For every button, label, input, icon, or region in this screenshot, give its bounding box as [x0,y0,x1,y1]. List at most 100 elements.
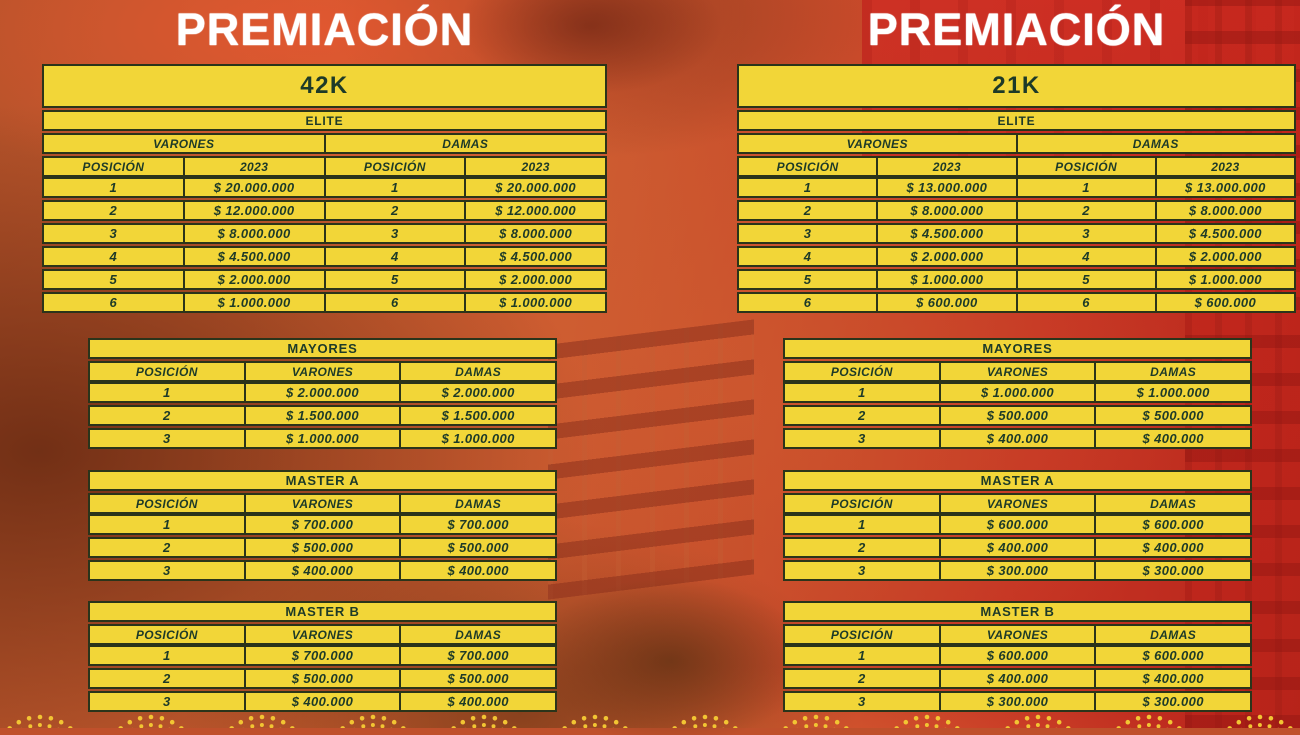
table-cell: $ 500.000 [939,407,1095,424]
table-cell: 3 [785,693,939,710]
column-header-posicion: POSICIÓN [90,495,244,512]
column-header-varones: VARONES [739,135,1016,152]
table-cell: 2 [324,202,465,219]
table-row: 3$ 400.000$ 400.000 [88,560,557,581]
table-cell: 5 [324,271,465,288]
table-cell: $ 300.000 [939,693,1095,710]
dot-fan-decoration [780,713,852,728]
table-cell: $ 400.000 [939,670,1095,687]
table-cell: $ 8.000.000 [876,202,1015,219]
table-cell: $ 400.000 [399,562,555,579]
dot-fan-decoration [1113,713,1185,728]
table-cell: $ 4.500.000 [876,225,1015,242]
table-row: VARONES DAMAS [737,133,1296,154]
table-cell: $ 500.000 [244,539,400,556]
table-cell: 3 [90,562,244,579]
table-row: 2$ 500.000$ 500.000 [88,668,557,689]
table-row: 1$ 2.000.000$ 2.000.000 [88,382,557,403]
table-cell: 6 [739,294,876,311]
table-row: POSICIÓN VARONES DAMAS [88,624,557,645]
table-cell: 3 [44,225,183,242]
table-row: 3$ 1.000.000$ 1.000.000 [88,428,557,449]
table-cell: $ 1.000.000 [1155,271,1294,288]
table-cell: $ 12.000.000 [464,202,605,219]
table-row: 42K [42,64,607,108]
table-row: ELITE [737,110,1296,131]
table-cell: 5 [1016,271,1155,288]
table-row: POSICIÓN VARONES DAMAS [88,493,557,514]
table-cell: $ 400.000 [399,693,555,710]
dot-fan-decoration [448,713,520,728]
table-cell: $ 8.000.000 [183,225,324,242]
table-42k-master-a: MASTER A POSICIÓN VARONES DAMAS 1$ 700.0… [88,470,557,581]
column-header-posicion: POSICIÓN [90,363,244,380]
category-title: MASTER A [90,472,555,489]
table-42k-master-b: MASTER B POSICIÓN VARONES DAMAS 1$ 700.0… [88,601,557,712]
column-header-damas: DAMAS [1016,135,1295,152]
table-cell: $ 1.000.000 [183,294,324,311]
table-cell: 4 [1016,248,1155,265]
table-cell: $ 400.000 [1094,539,1250,556]
table-cell: $ 13.000.000 [876,179,1015,196]
table-cell: 6 [44,294,183,311]
elite-label: ELITE [739,112,1294,129]
dot-fan-decoration [891,713,963,728]
table-row: ELITE [42,110,607,131]
table-cell: $ 1.000.000 [876,271,1015,288]
table-row: MAYORES [783,338,1252,359]
table-cell: $ 2.000.000 [244,384,400,401]
page-title-left: PREMIACIÓN [42,2,607,58]
table-cell: $ 4.500.000 [183,248,324,265]
category-title: MASTER A [785,472,1250,489]
table-cell: $ 500.000 [399,539,555,556]
table-row: POSICIÓN 2023 POSICIÓN 2023 [42,156,607,177]
table-21k-elite: 21K ELITE VARONES DAMAS POSICIÓN 2023 PO… [737,64,1296,313]
table-row: 3$ 300.000$ 300.000 [783,560,1252,581]
table-cell: 1 [90,516,244,533]
table-cell: $ 300.000 [939,562,1095,579]
table-cell: $ 8.000.000 [464,225,605,242]
table-row: 1$ 600.000$ 600.000 [783,514,1252,535]
column-header-posicion: POSICIÓN [739,158,876,175]
column-header-posicion: POSICIÓN [785,363,939,380]
dot-fan-decoration [669,713,741,728]
table-cell: $ 700.000 [244,647,400,664]
table-cell: $ 1.000.000 [464,294,605,311]
column-header-2023: 2023 [464,158,605,175]
column-header-2023: 2023 [183,158,324,175]
column-header-posicion: POSICIÓN [1016,158,1155,175]
table-row: 2$ 1.500.000$ 1.500.000 [88,405,557,426]
table-row: MASTER A [783,470,1252,491]
table-row: 1$ 700.000$ 700.000 [88,514,557,535]
table-row: 1$ 600.000$ 600.000 [783,645,1252,666]
table-row: 1$ 1.000.000$ 1.000.000 [783,382,1252,403]
table-cell: $ 2.000.000 [1155,248,1294,265]
table-cell: 1 [44,179,183,196]
table-row: POSICIÓN VARONES DAMAS [783,493,1252,514]
table-cell: $ 600.000 [939,647,1095,664]
table-cell: $ 500.000 [399,670,555,687]
table-cell: $ 300.000 [1094,562,1250,579]
table-row: POSICIÓN 2023 POSICIÓN 2023 [737,156,1296,177]
column-header-varones: VARONES [244,495,400,512]
table-21k-mayores: MAYORES POSICIÓN VARONES DAMAS 1$ 1.000.… [783,338,1252,449]
table-cell: 2 [785,407,939,424]
table-cell: $ 700.000 [399,647,555,664]
table-cell: 4 [324,248,465,265]
table-cell: $ 2.000.000 [464,271,605,288]
column-header-damas: DAMAS [399,626,555,643]
dot-fan-decoration-row [0,713,1300,728]
table-cell: 5 [44,271,183,288]
table-cell: 6 [1016,294,1155,311]
category-title: MAYORES [90,340,555,357]
table-21k-master-a: MASTER A POSICIÓN VARONES DAMAS 1$ 600.0… [783,470,1252,581]
